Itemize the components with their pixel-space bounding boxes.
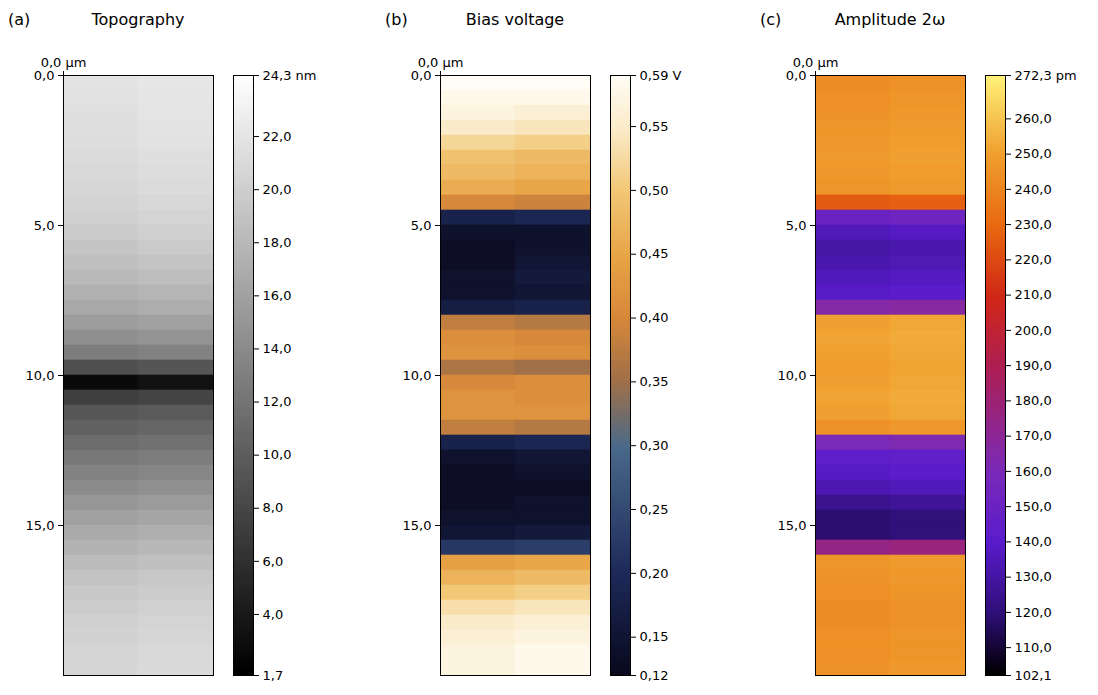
svg-text:6,0: 6,0 [263,554,284,569]
svg-text:5,0: 5,0 [411,218,432,233]
svg-text:16,0: 16,0 [263,288,292,303]
svg-text:0,50: 0,50 [640,183,669,198]
svg-text:250,0: 250,0 [1015,146,1052,161]
svg-text:4,0: 4,0 [263,607,284,622]
html-text:(c): (c) [760,10,782,29]
svg-text:102,1: 102,1 [1015,668,1052,683]
svg-text:18,0: 18,0 [263,235,292,250]
svg-text:240,0: 240,0 [1015,182,1052,197]
html-text:(b): (b) [385,10,408,29]
svg-text:0,30: 0,30 [640,438,669,453]
html-text:Topography: Topography [91,10,185,29]
svg-text:272,3 pm: 272,3 pm [1015,68,1077,83]
svg-text:12,0: 12,0 [263,394,292,409]
svg-text:0,12: 0,12 [640,668,669,683]
svg-text:8,0: 8,0 [263,500,284,515]
svg-text:150,0: 150,0 [1015,499,1052,514]
svg-text:0,25: 0,25 [640,502,669,517]
svg-text:0,0 µm: 0,0 µm [418,55,464,70]
svg-text:5,0: 5,0 [786,218,807,233]
svg-text:5,0: 5,0 [34,218,55,233]
svg-text:120,0: 120,0 [1015,605,1052,620]
svg-text:0,20: 0,20 [640,566,669,581]
svg-text:15,0: 15,0 [26,518,55,533]
svg-text:0,0 µm: 0,0 µm [41,55,87,70]
svg-text:0,40: 0,40 [640,310,669,325]
svg-text:14,0: 14,0 [263,341,292,356]
svg-text:190,0: 190,0 [1015,358,1052,373]
svg-text:10,0: 10,0 [26,368,55,383]
svg-text:160,0: 160,0 [1015,464,1052,479]
svg-text:15,0: 15,0 [403,518,432,533]
svg-text:210,0: 210,0 [1015,287,1052,302]
svg-text:15,0: 15,0 [778,518,807,533]
svg-text:10,0: 10,0 [403,368,432,383]
html-text:Bias voltage: Bias voltage [465,10,565,29]
svg-text:0,0: 0,0 [786,68,807,83]
svg-text:0,55: 0,55 [640,119,669,134]
svg-text:260,0: 260,0 [1015,111,1052,126]
html-text:(a): (a) [8,10,31,29]
svg-text:24,3 nm: 24,3 nm [263,68,317,83]
svg-text:0,15: 0,15 [640,629,669,644]
svg-text:0,45: 0,45 [640,246,669,261]
svg-text:0,35: 0,35 [640,374,669,389]
svg-text:130,0: 130,0 [1015,569,1052,584]
svg-text:110,0: 110,0 [1015,640,1052,655]
html-text:Amplitude 2ω: Amplitude 2ω [834,10,946,29]
svg-text:220,0: 220,0 [1015,252,1052,267]
svg-text:22,0: 22,0 [263,129,292,144]
svg-text:180,0: 180,0 [1015,393,1052,408]
svg-text:140,0: 140,0 [1015,534,1052,549]
svg-text:10,0: 10,0 [263,447,292,462]
svg-text:230,0: 230,0 [1015,217,1052,232]
svg-text:0,0: 0,0 [34,68,55,83]
svg-text:20,0: 20,0 [263,182,292,197]
svg-text:10,0: 10,0 [778,368,807,383]
svg-text:200,0: 200,0 [1015,323,1052,338]
svg-text:0,59 V: 0,59 V [640,68,682,83]
svg-text:0,0: 0,0 [411,68,432,83]
svg-text:1,7: 1,7 [263,668,284,683]
svg-text:170,0: 170,0 [1015,428,1052,443]
svg-text:0,0 µm: 0,0 µm [793,55,839,70]
